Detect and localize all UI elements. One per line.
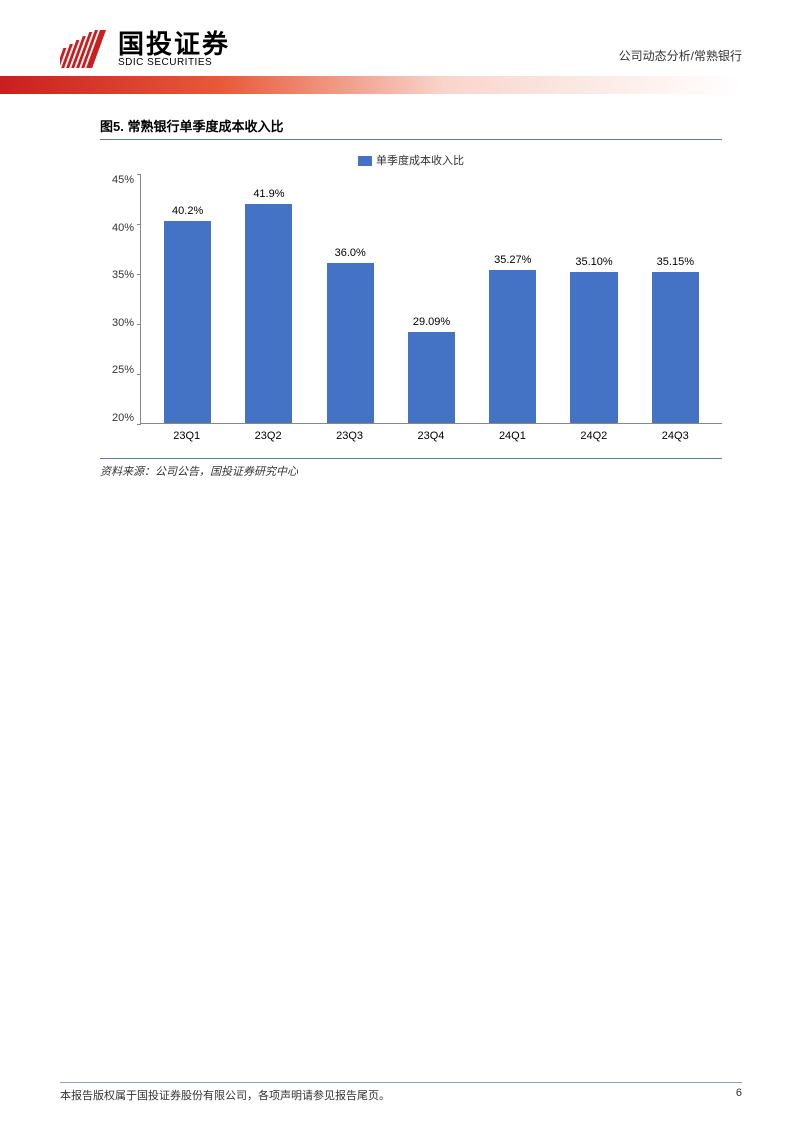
y-tick-label: 25% (112, 364, 134, 376)
chart-x-axis: 23Q123Q223Q323Q424Q124Q224Q3 (140, 430, 722, 442)
chart-plot-box: 40.2% 41.9% 36.0% 29.09% 35.27% 35.10% 35.15% (140, 174, 722, 424)
y-tick-label: 30% (112, 317, 134, 329)
legend-swatch-icon (358, 156, 372, 166)
bar-slot: 35.27% (472, 254, 553, 423)
chart-plot-area: 45% 40% 35% 30% 25% 20% 40.2% 41.9% 36.0% 29.09%… (100, 174, 722, 424)
bar-value-label: 35.10% (575, 256, 612, 268)
y-tick-mark (137, 424, 141, 425)
y-tick-label: 20% (112, 412, 134, 424)
page-number: 6 (736, 1087, 742, 1103)
bar-value-label: 36.0% (335, 247, 366, 259)
bar-value-label: 29.09% (413, 316, 450, 328)
y-tick-label: 35% (112, 269, 134, 281)
y-tick-label: 45% (112, 174, 134, 186)
footer-row: 本报告版权属于国投证券股份有限公司，各项声明请参见报告尾页。 6 (60, 1087, 742, 1103)
page-footer: 本报告版权属于国投证券股份有限公司，各项声明请参见报告尾页。 6 (0, 1082, 802, 1103)
footer-rule (60, 1082, 742, 1083)
x-tick-label: 23Q4 (390, 430, 471, 442)
x-tick-label: 24Q1 (472, 430, 553, 442)
bar (327, 263, 374, 423)
logo-mark-icon (60, 30, 108, 68)
chart-bars-container: 40.2% 41.9% 36.0% 29.09% 35.27% 35.10% 35.15% (141, 174, 722, 423)
legend-label: 单季度成本收入比 (376, 155, 464, 167)
bar (164, 221, 211, 423)
chart-title: 图5. 常熟银行单季度成本收入比 (100, 116, 722, 140)
bar-slot: 36.0% (310, 247, 391, 423)
chart-bottom-rule (100, 458, 722, 459)
bar-slot: 35.15% (635, 256, 716, 424)
chart-y-axis: 45% 40% 35% 30% 25% 20% (100, 174, 140, 424)
company-logo: 国投证券 SDIC SECURITIES (60, 30, 230, 68)
logo-text-cn: 国投证券 (118, 31, 230, 57)
x-tick-label: 24Q2 (553, 430, 634, 442)
y-tick-mark (137, 374, 141, 375)
chart-source: 资料来源：公司公告，国投证券研究中心 (100, 463, 722, 479)
x-tick-label: 23Q1 (146, 430, 227, 442)
bar-value-label: 40.2% (172, 205, 203, 217)
bar (652, 272, 699, 424)
bar-value-label: 35.15% (657, 256, 694, 268)
bar (489, 270, 536, 423)
x-tick-label: 23Q3 (309, 430, 390, 442)
y-tick-mark (137, 324, 141, 325)
bar (570, 272, 617, 423)
logo-text: 国投证券 SDIC SECURITIES (118, 31, 230, 68)
bar-slot: 40.2% (147, 205, 228, 423)
y-tick-mark (137, 174, 141, 175)
bar-slot: 35.10% (553, 256, 634, 423)
bar-slot: 29.09% (391, 316, 472, 423)
header-gradient-bar (0, 76, 742, 94)
bar-value-label: 35.27% (494, 254, 531, 266)
x-tick-label: 23Q2 (227, 430, 308, 442)
y-tick-label: 40% (112, 222, 134, 234)
content-area: 图5. 常熟银行单季度成本收入比 单季度成本收入比 45% 40% 35% 30% 25… (0, 94, 802, 479)
y-tick-mark (137, 274, 141, 275)
bar-slot: 41.9% (228, 188, 309, 423)
bar (245, 204, 292, 423)
bar-value-label: 41.9% (253, 188, 284, 200)
page-header: 国投证券 SDIC SECURITIES 公司动态分析/常熟银行 (0, 0, 802, 76)
bar (408, 332, 455, 423)
chart-legend: 单季度成本收入比 (100, 152, 722, 168)
header-breadcrumb: 公司动态分析/常熟银行 (619, 47, 742, 68)
y-tick-mark (137, 224, 141, 225)
x-tick-label: 24Q3 (635, 430, 716, 442)
footer-copyright: 本报告版权属于国投证券股份有限公司，各项声明请参见报告尾页。 (60, 1087, 390, 1103)
